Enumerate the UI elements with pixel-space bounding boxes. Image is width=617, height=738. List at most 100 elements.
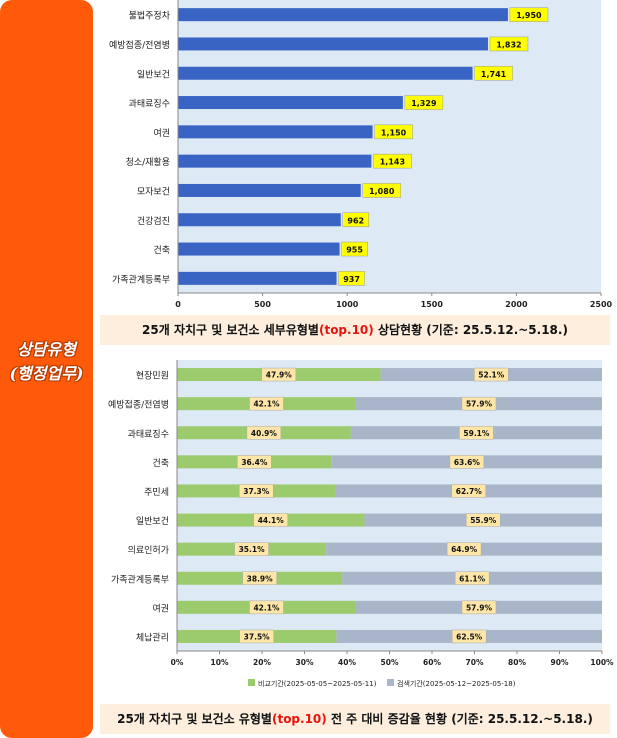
chart2-data-label-bg [261,367,297,382]
chart2-data-label-bg [451,629,487,644]
chart1-data-label: 1,150 [381,128,407,137]
chart2-x-tick-label: 90% [551,658,569,667]
chart2-caption-a: 25개 자치구 및 보건소 유형별 [117,712,272,726]
chart2-data-label: 42.1% [253,400,280,409]
chart1-data-label: 937 [343,275,360,284]
chart2-data-label: 36.4% [241,458,268,467]
chart1-x-tick-label: 1000 [336,300,359,309]
chart1-data-label: 1,832 [496,40,521,49]
chart2-x-tick-label: 0% [171,658,184,667]
chart1-caption-a: 25개 자치구 및 보건소 세부유형별 [142,323,319,337]
chart1-data-label-bg [341,241,368,257]
chart2-data-label-bg [249,396,284,411]
chart2-data-label: 47.9% [266,371,293,380]
chart1-category-label: 예방접종/전염병 [109,39,170,51]
chart2-data-label-bg [461,396,497,411]
chart2-data-label-bg [249,600,284,615]
chart1-caption: 25개 자치구 및 보건소 세부유형별(top.10) 상담현황 (기준: 25… [100,315,610,345]
chart2-data-label: 57.9% [466,603,493,612]
chart2-data-label-bg [239,629,274,644]
chart1-data-label: 1,329 [411,99,437,108]
chart2-category-label: 현장민원 [136,371,169,382]
chart2-x-tick-label: 10% [211,658,229,667]
chart1-data-label-bg [374,124,413,140]
chart1-data-label: 955 [346,246,363,255]
chart1-data-label-bg [342,212,370,227]
chart1-x-tick-label: 1500 [421,300,444,309]
chart2-data-label-bg [459,426,494,440]
chart2-legend-swatch [387,679,394,686]
chart2-data-label: 64.9% [451,545,478,554]
chart1-data-label-bg [338,271,365,286]
chart2-data-label: 38.9% [247,574,274,583]
chart2-legend-swatch [248,679,255,686]
chart1-category-label: 가족관계등록부 [112,273,170,285]
chart2-x-tick-label: 20% [253,658,271,667]
chart2-data-label: 37.5% [244,632,271,641]
chart1-data-label: 1,143 [380,158,405,167]
chart1-bar [178,37,488,51]
chart2-caption-c: 전 주 대비 증감율 현황 (기준: 25.5.12.~5.18.) [326,712,593,726]
chart2-data-label-bg [465,513,501,527]
chart2-data-label: 44.1% [258,516,285,525]
chart2-data-label: 40.9% [251,429,278,438]
chart1-category-label: 청소/재활용 [126,156,170,168]
chart1-bar [178,66,473,80]
sidebar-panel: 상담유형 (행정업무) [0,0,93,738]
chart2-data-label-bg [461,600,497,615]
chart2-data-label: 35.1% [239,545,266,554]
chart2-category-label: 주민세 [144,487,169,498]
chart2-data-label-bg [451,484,487,498]
chart1-bar [178,242,340,256]
chart2-data-label: 59.1% [463,429,490,438]
chart2-x-tick-label: 40% [338,658,356,667]
chart2-data-label: 42.1% [253,603,280,612]
chart1-bar [178,125,373,139]
chart1-bar [178,183,361,197]
chart1-data-label: 962 [347,216,364,225]
chart2-x-tick-label: 70% [466,658,484,667]
chart2-data-label: 61.1% [459,574,486,583]
chart1-data-label-bg [404,95,444,110]
chart2-x-tick-label: 80% [508,658,526,667]
chart1-data-label: 1,950 [516,11,542,20]
chart1-bar [178,96,403,110]
chart2-data-label-bg [474,367,509,382]
chart1-data-label: 1,080 [369,187,395,196]
chart2-data-label: 37.3% [243,487,270,496]
chart2-category-label: 의료인허가 [128,545,169,556]
chart1-data-label-bg [509,7,549,22]
chart2-caption-b: (top.10) [271,712,327,726]
chart2-x-tick-label: 50% [381,658,399,667]
chart2-data-label-bg [246,426,282,440]
chart2-data-label-bg [446,542,482,556]
chart2-x-tick-label: 60% [423,658,441,667]
chart2-category-label: 과태료징수 [128,429,169,440]
chart2-category-label: 체납관리 [136,632,169,643]
chart2-data-label-bg [253,513,288,527]
chart1-caption-b: (top.10) [318,323,374,337]
chart2-data-label-bg [454,571,490,585]
chart1-category-label: 불법주정차 [129,10,171,22]
chart1-data-label: 1,741 [481,70,507,79]
chart2-category-label: 예방접종/전염병 [108,399,169,411]
chart1-category-label: 과태료징수 [129,99,170,110]
chart2-data-label-bg [234,542,269,556]
chart1-category-label: 여권 [153,127,170,139]
chart2-x-tick-label: 100% [590,658,614,667]
chart1-x-tick-label: 2500 [590,300,613,309]
chart1-x-tick-label: 0 [175,300,181,309]
chart1-bar [178,213,341,227]
chart1-bar [178,271,337,285]
chart2-caption: 25개 자치구 및 보건소 유형별(top.10) 전 주 대비 증감율 현황 … [100,704,610,734]
chart1-data-label-bg [474,66,513,81]
chart2-data-label: 62.5% [456,632,483,641]
chart2-category-label: 가족관계등록부 [111,573,169,585]
chart2-data-label-bg [242,571,277,585]
chart1-caption-c: 상담현황 (기준: 25.5.12.~5.18.) [373,323,568,337]
chart2-legend-label: 검색기간(2025-05-12~2025-05-18) [397,679,516,688]
chart1-category-label: 모자보건 [137,186,170,197]
chart1-category-label: 일반보건 [137,69,170,80]
chart2-data-label: 55.9% [470,516,497,525]
